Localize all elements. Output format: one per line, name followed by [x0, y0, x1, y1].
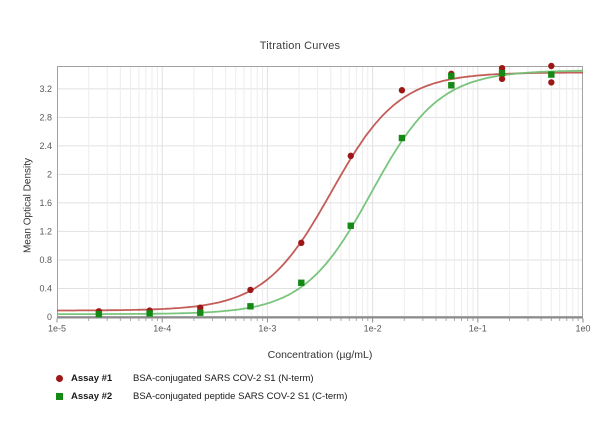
assay1-label: Assay #1: [71, 372, 113, 384]
assay1-red-dot-icon: [56, 374, 63, 382]
svg-text:2.4: 2.4: [39, 141, 52, 151]
assay2-label: Assay #2: [71, 390, 113, 402]
svg-text:1.2: 1.2: [39, 226, 52, 236]
svg-text:2: 2: [47, 169, 52, 179]
svg-text:1e0: 1e0: [575, 324, 590, 334]
legend: Assay #1 BSA-conjugated SARS COV-2 S1 (N…: [56, 369, 347, 405]
svg-text:0.8: 0.8: [39, 255, 52, 265]
svg-text:1e-4: 1e-4: [153, 324, 171, 334]
svg-text:1e-1: 1e-1: [469, 324, 487, 334]
assay1-description: BSA-conjugated SARS COV-2 S1 (N-term): [133, 372, 314, 384]
legend-row-assay1: Assay #1 BSA-conjugated SARS COV-2 S1 (N…: [56, 369, 347, 387]
x-axis-label: Concentration (µg/mL): [267, 349, 373, 361]
svg-text:0: 0: [47, 312, 52, 322]
svg-text:1e-2: 1e-2: [364, 324, 382, 334]
assay2-description: BSA-conjugated peptide SARS COV-2 S1 (C-…: [133, 390, 348, 402]
svg-text:3.2: 3.2: [39, 84, 52, 94]
svg-text:1.6: 1.6: [39, 198, 52, 208]
svg-text:1e-3: 1e-3: [258, 324, 276, 334]
svg-text:2.8: 2.8: [39, 112, 52, 122]
assay2-green-square-icon: [56, 392, 63, 400]
svg-text:0.4: 0.4: [39, 283, 52, 293]
legend-row-assay2: Assay #2 BSA-conjugated peptide SARS COV…: [56, 387, 347, 405]
svg-text:1e-5: 1e-5: [48, 324, 66, 334]
chart-title: Titration Curves: [259, 40, 341, 52]
